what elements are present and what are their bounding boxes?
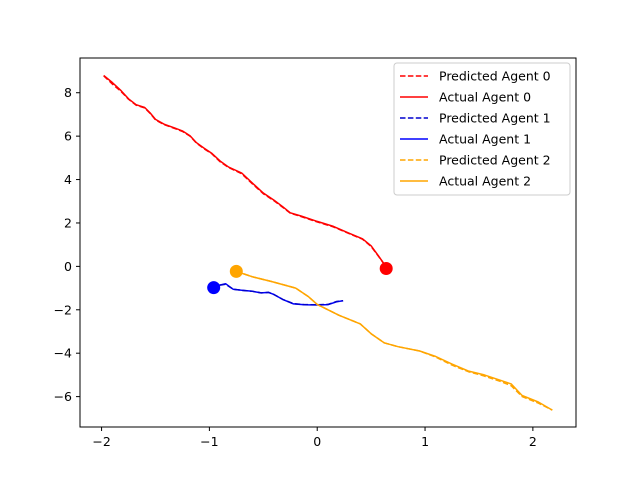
y-tick-label: −4: [54, 346, 72, 361]
x-axis: −2 −1 0 1 2: [92, 427, 537, 449]
legend-box: [393, 62, 571, 196]
legend-label: Actual Agent 0: [439, 90, 531, 105]
legend-label: Predicted Agent 2: [439, 153, 551, 168]
series-line-predicted-agent-1: [212, 283, 344, 306]
agent-0-marker: [379, 262, 393, 275]
y-tick-label: −6: [54, 389, 72, 404]
plot-markers: [207, 262, 393, 295]
y-tick-label: 6: [64, 129, 72, 144]
legend-label: Predicted Agent 1: [439, 111, 551, 126]
plot-frame: [79, 57, 577, 428]
x-tick-label: 0: [313, 434, 321, 449]
y-tick-label: 8: [64, 85, 72, 100]
series-line-predicted-agent-2: [236, 270, 553, 411]
plot-lines: [103, 74, 553, 411]
y-tick-label: 4: [64, 172, 72, 187]
x-tick-label: 2: [529, 434, 537, 449]
legend: Predicted Agent 0 Actual Agent 0 Predicted…: [393, 62, 571, 196]
series-line-predicted-agent-0: [103, 75, 388, 269]
agent-2-marker: [229, 264, 243, 278]
legend-label: Actual Agent 1: [439, 132, 531, 147]
y-tick-label: −2: [54, 302, 72, 317]
legend-label: Predicted Agent 0: [439, 69, 551, 84]
y-tick-label: 2: [64, 215, 72, 230]
agent-1-marker: [207, 281, 221, 295]
y-tick-label: 0: [64, 259, 72, 274]
x-tick-label: −1: [200, 434, 218, 449]
x-tick-label: 1: [421, 434, 429, 449]
legend-label: Actual Agent 2: [439, 174, 531, 189]
y-axis: −6 −4 −2 0 2 4 6 8: [54, 85, 80, 404]
x-tick-label: −2: [92, 434, 110, 449]
